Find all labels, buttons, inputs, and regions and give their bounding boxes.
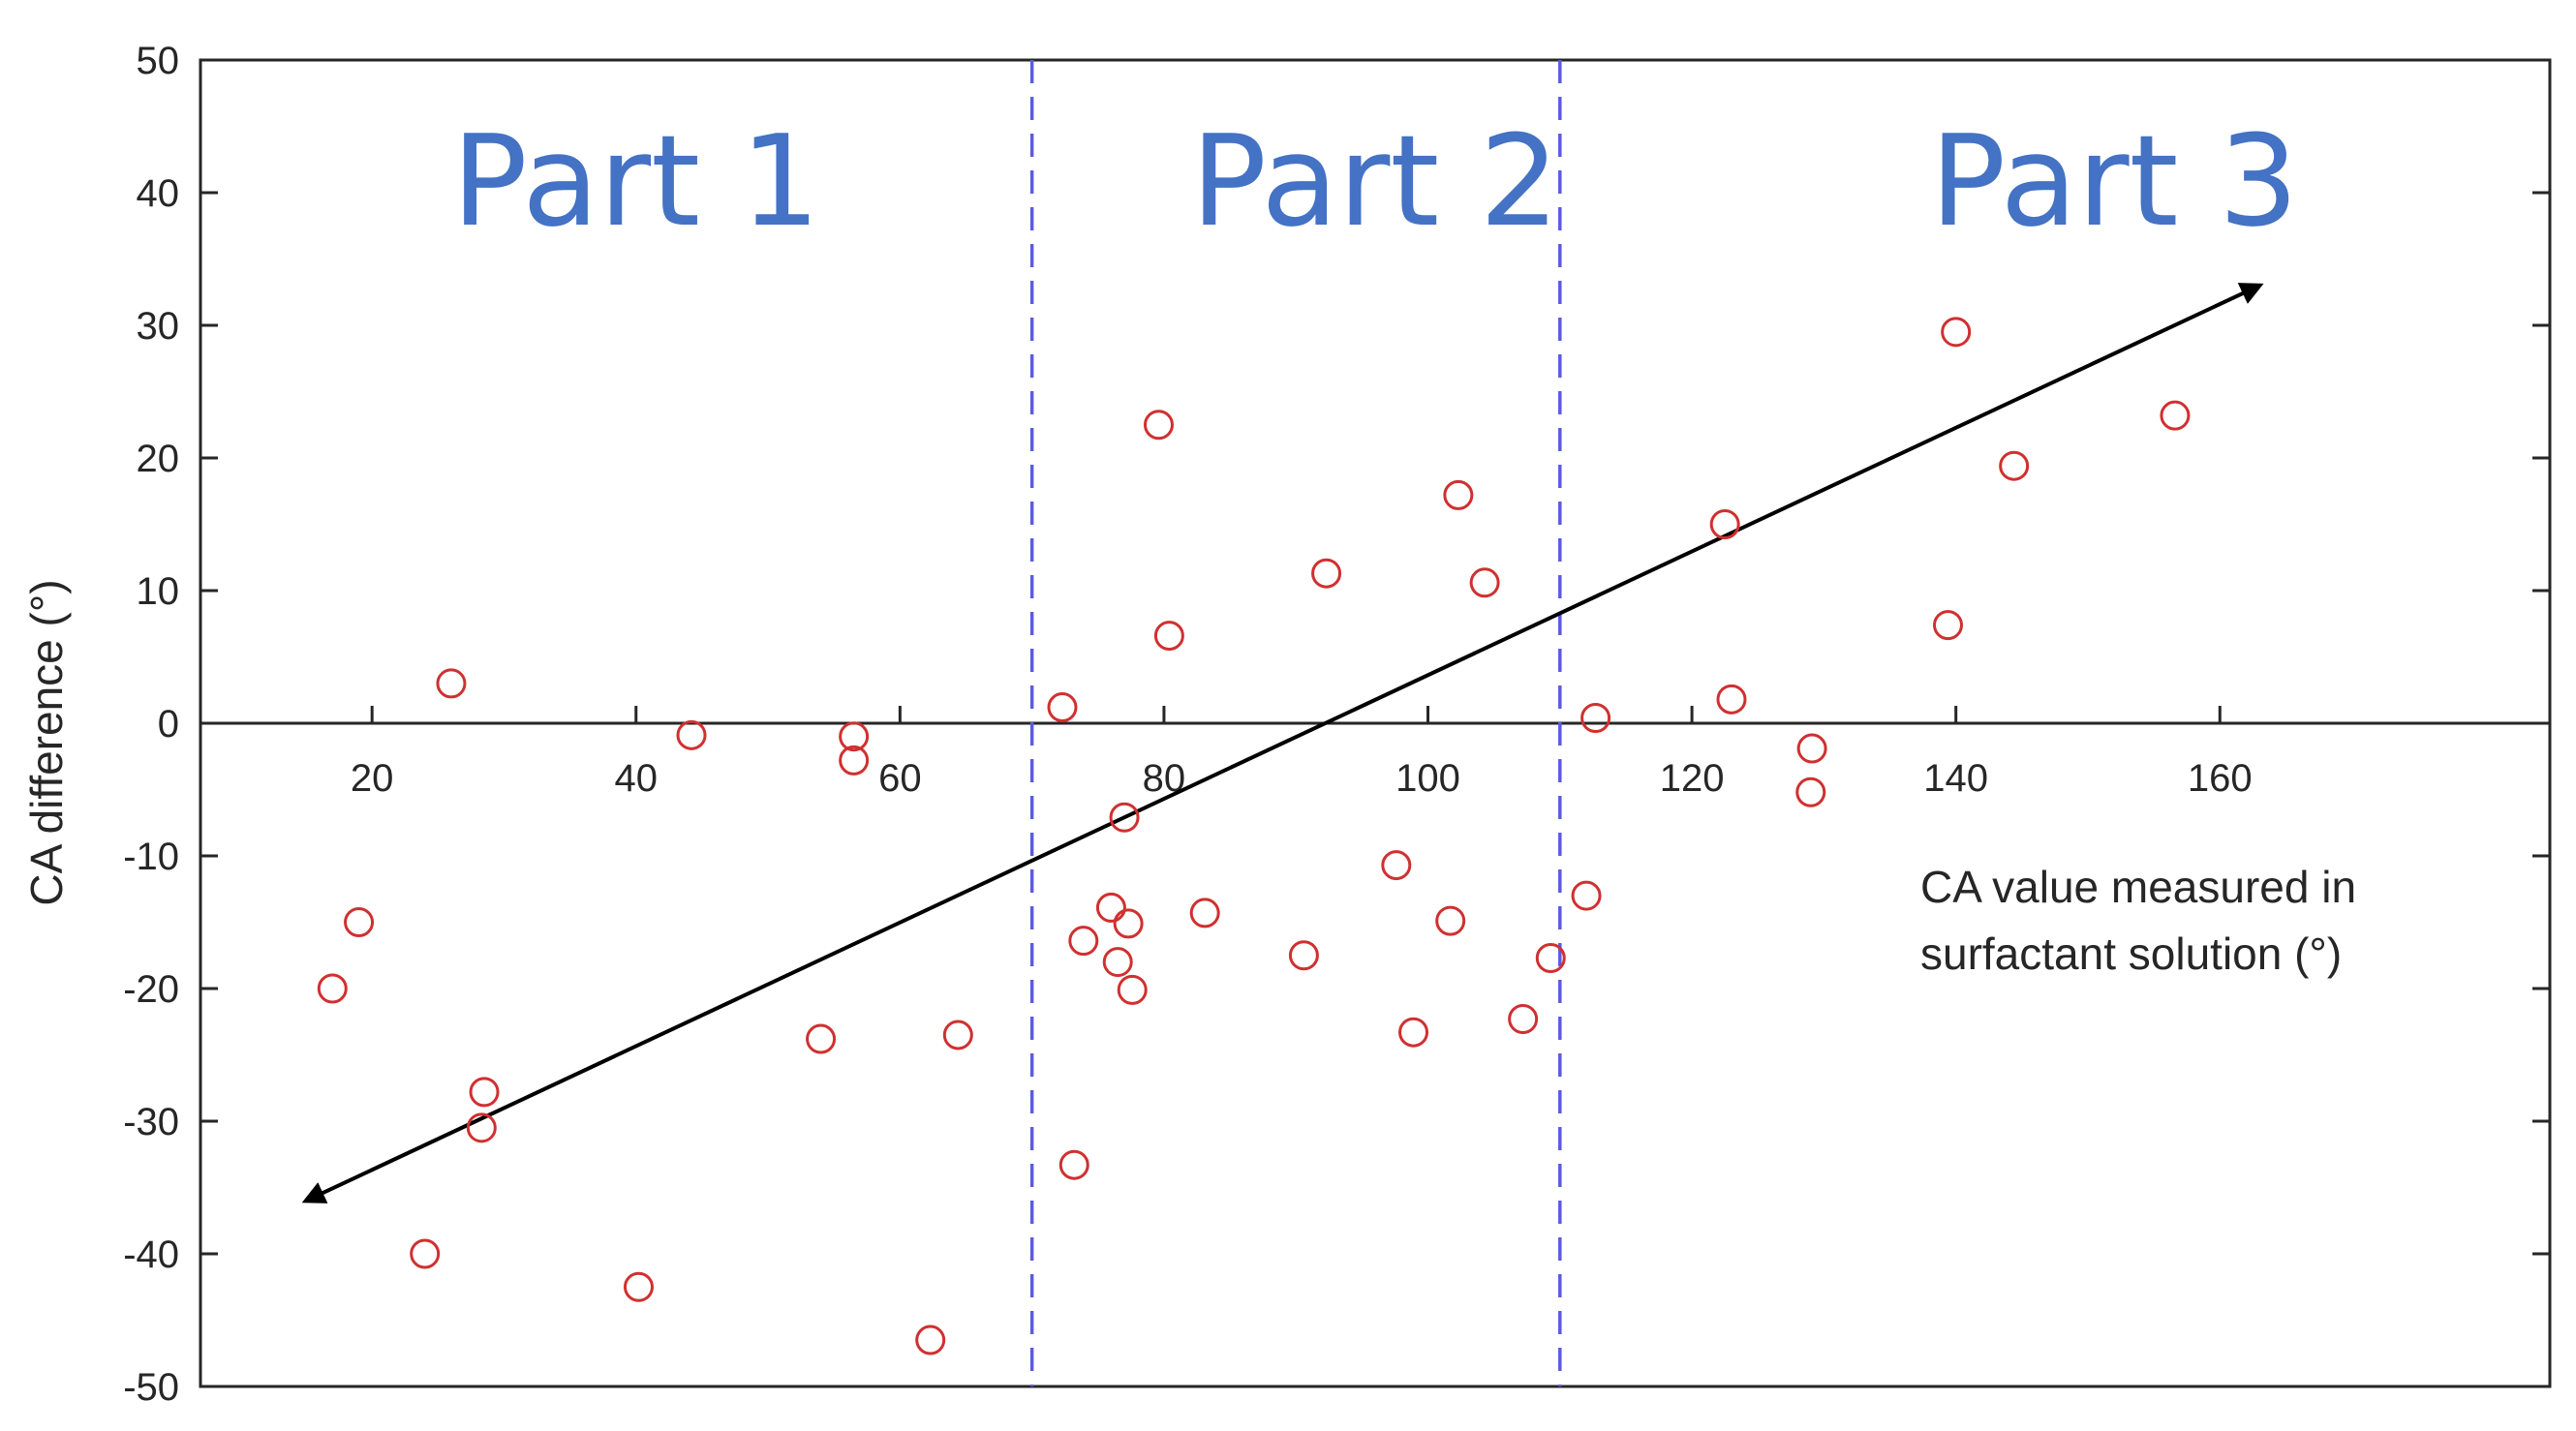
data-point [1143,410,1174,441]
y-axis-title: CA difference (°) [21,579,72,905]
data-point [1716,684,1747,715]
data-point [676,719,707,750]
data-point [942,1020,973,1050]
x-tick-label: 140 [1923,757,1988,800]
data-point [1933,610,1964,641]
data-point [2160,400,2191,431]
data-point [317,973,348,1004]
trend-arrow [301,283,2264,1203]
y-tick-label: 20 [137,438,180,480]
data-point [1095,892,1126,923]
trend-arrow-layer [301,283,2264,1203]
x-tick-label: 20 [351,757,394,800]
data-point [1311,558,1342,589]
y-tick-label: 40 [137,172,180,215]
y-tick-label: 10 [137,570,180,613]
y-tick-label: -30 [123,1101,179,1143]
data-point [1047,692,1078,723]
data-point [466,1112,497,1143]
x-tick-label: 60 [878,757,922,800]
data-point [1795,776,1826,807]
x-tick-label: 160 [2188,757,2253,800]
data-point [1941,317,1972,348]
data-point [1113,908,1144,939]
x-axis-ticks: 20 40 60 80 100 120 140 160 [351,706,2253,800]
data-points [317,317,2191,1355]
x-tick-label: 100 [1395,757,1460,800]
data-point [1068,926,1099,957]
data-point [1189,898,1220,929]
data-point [1288,940,1319,971]
y-tick-label: 0 [158,703,179,746]
y-tick-label: -50 [123,1366,179,1409]
data-point [1709,509,1740,539]
data-point [410,1238,441,1269]
data-point [1381,850,1412,881]
part-label-1: Part 1 [451,107,820,255]
data-point [1058,1149,1089,1180]
data-point [839,721,870,752]
data-point [1109,802,1140,833]
data-point [623,1271,654,1302]
data-point [1102,947,1133,978]
data-point [469,1077,500,1108]
data-point [1999,450,2030,481]
x-axis-title-line-2: surfactant solution (°) [1920,929,2342,979]
data-point [1469,567,1500,598]
data-point [1398,1017,1429,1048]
data-point [1435,905,1466,936]
data-point [436,668,467,699]
data-point [806,1023,837,1054]
y-axis-ticks: -50 -40 -30 -20 -10 0 10 20 30 40 50 [123,40,2550,1409]
plot-frame [199,58,2552,1388]
y-tick-label: -40 [123,1233,179,1276]
part-label-3: Part 3 [1930,107,2299,255]
data-point [1443,479,1474,510]
data-point [344,907,375,937]
y-tick-label: -20 [123,968,179,1011]
x-axis-title-line-1: CA value measured in [1920,862,2356,912]
part-labels: Part 1 Part 2 Part 3 [451,107,2298,255]
data-point [1580,703,1611,734]
y-tick-label: -10 [123,836,179,878]
y-tick-label: 50 [137,40,180,82]
data-point [1571,880,1602,911]
data-point [839,745,870,776]
x-tick-label: 40 [615,757,659,800]
y-tick-label: 30 [137,305,180,348]
data-point [1508,1004,1539,1035]
x-tick-label: 120 [1660,757,1725,800]
data-point [1535,942,1566,973]
data-point [915,1324,946,1355]
data-point [1796,733,1827,764]
part-label-2: Part 2 [1191,107,1560,255]
data-point [1117,974,1148,1005]
data-point [1153,621,1184,652]
